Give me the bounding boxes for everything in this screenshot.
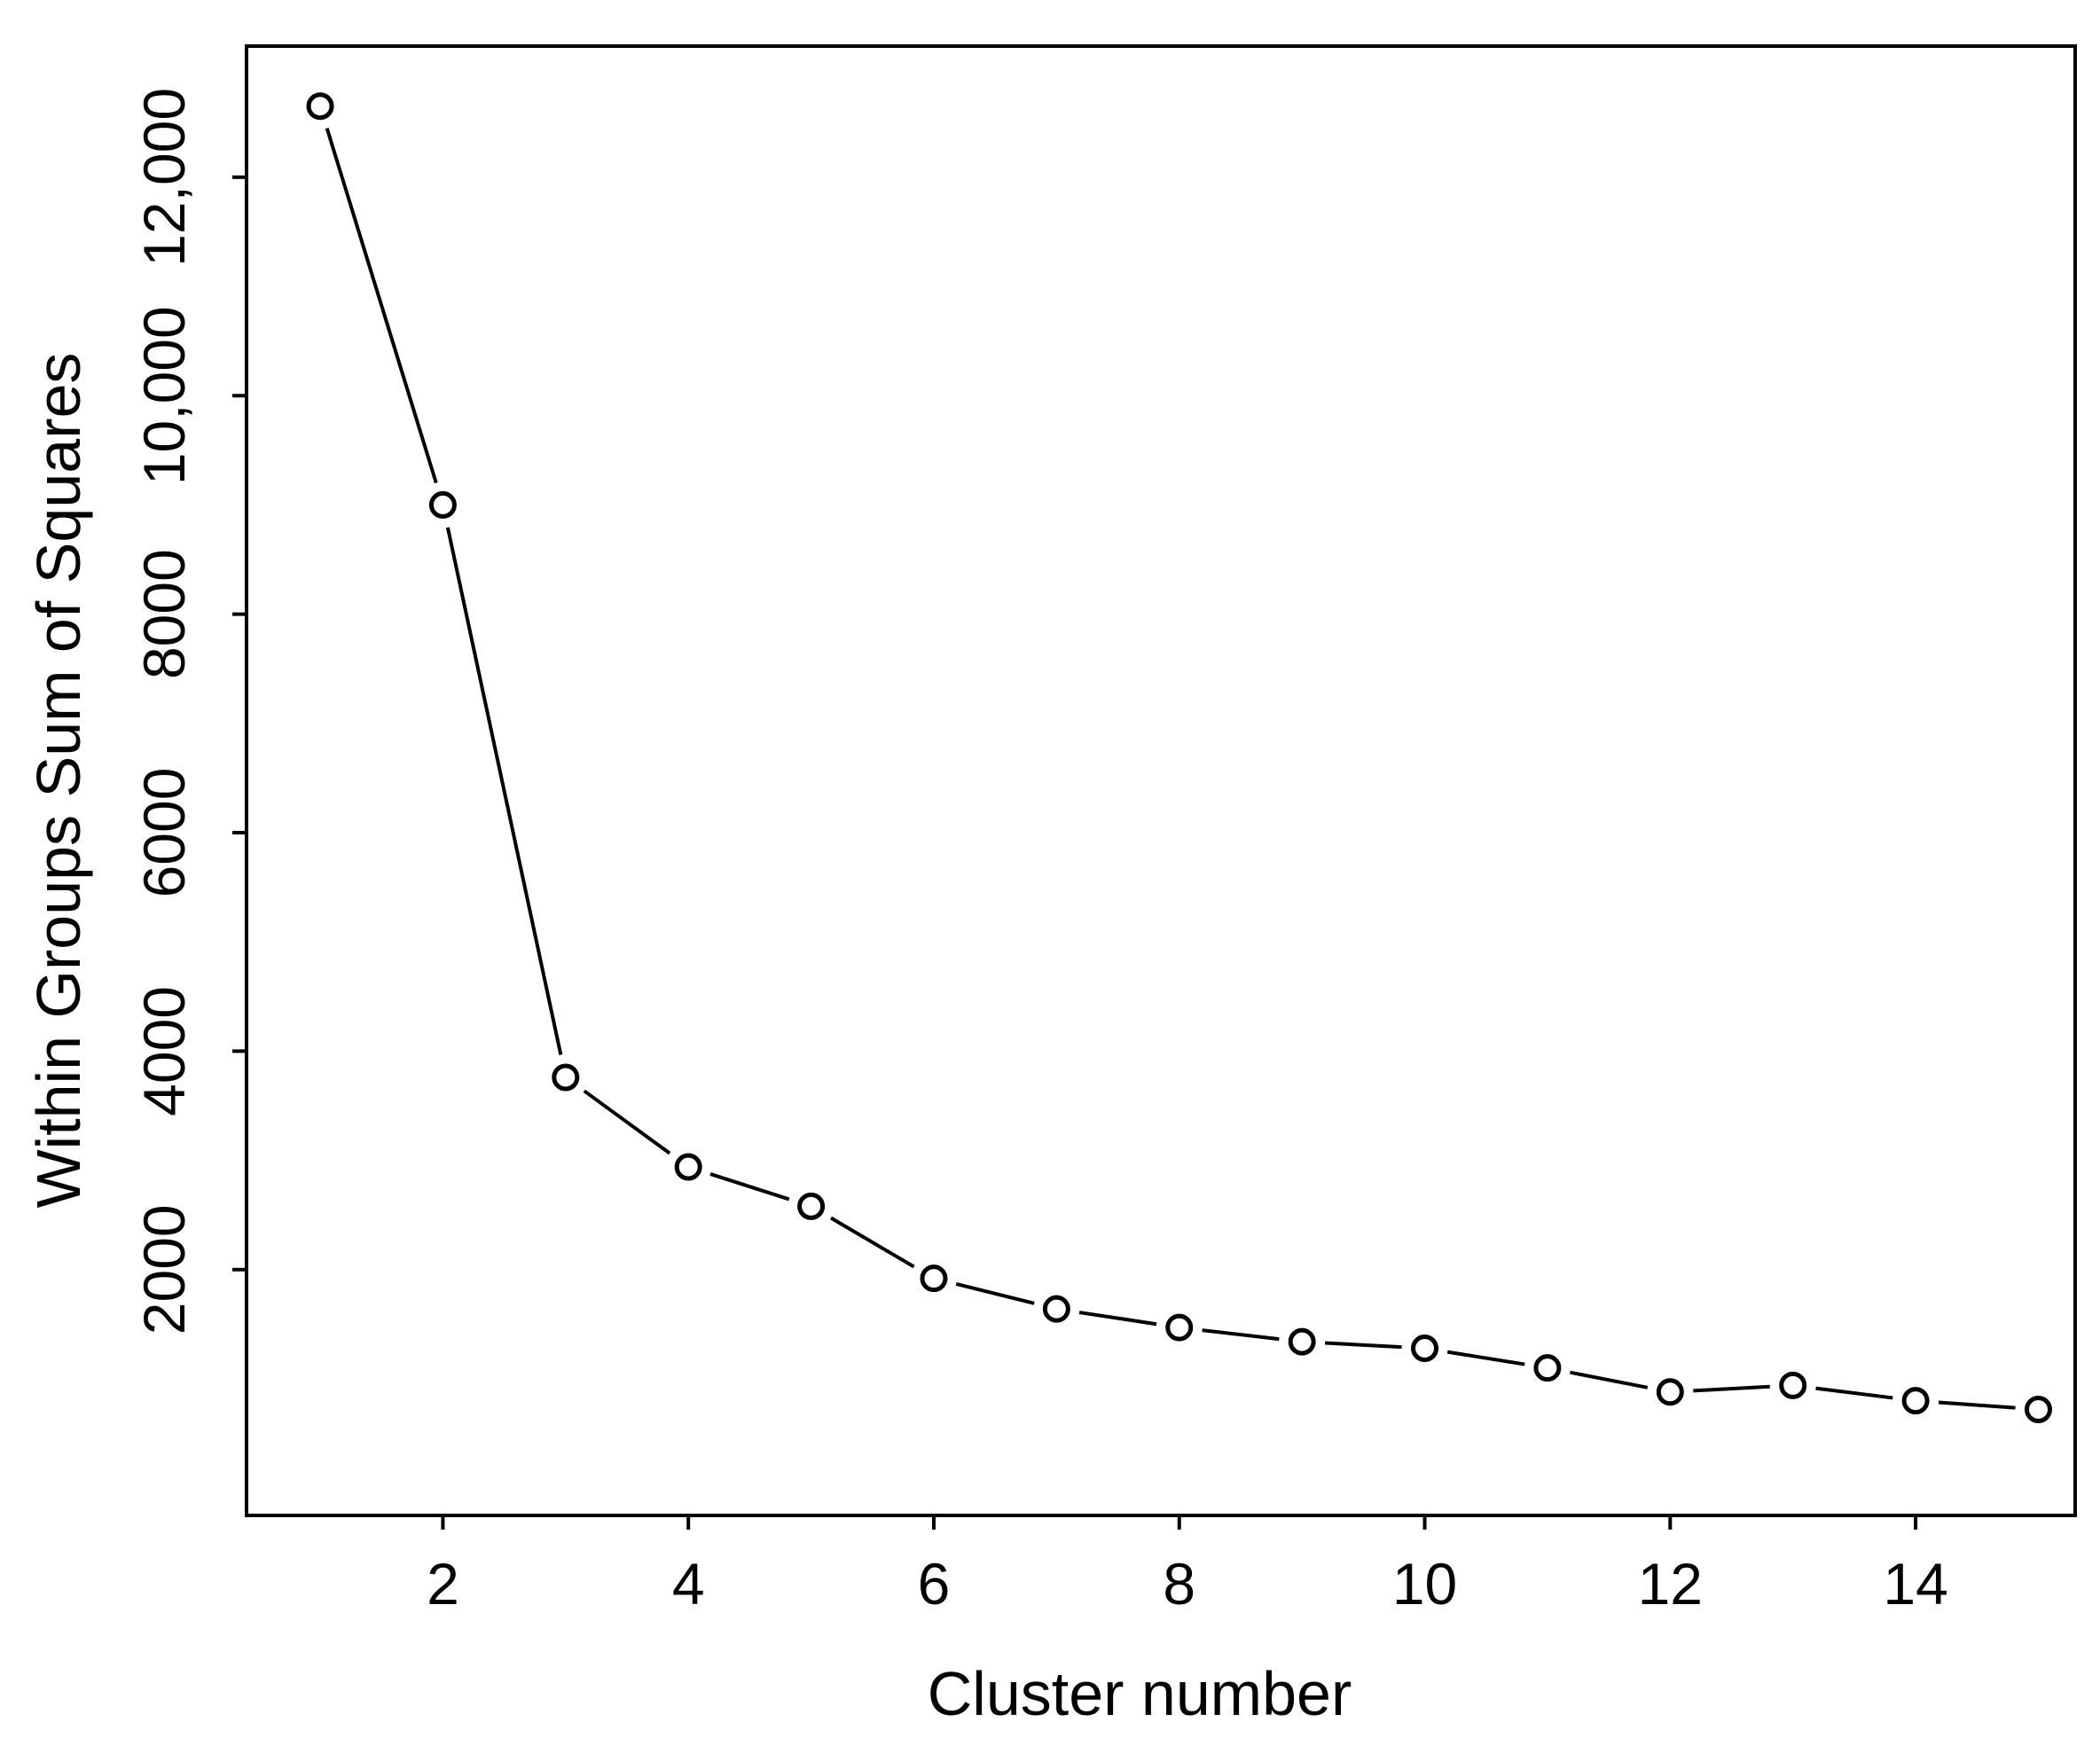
- series-segment: [445, 527, 563, 1055]
- data-point: [1656, 1378, 1684, 1406]
- data-point: [797, 1192, 826, 1220]
- y-tick-label: 4000: [131, 986, 197, 1116]
- x-tick-label: 4: [672, 1551, 705, 1617]
- series-segment: [955, 1282, 1035, 1305]
- x-axis: 2 4 6 8 10 12 14: [427, 1515, 1948, 1617]
- series-segment: [1202, 1328, 1280, 1342]
- series-segment: [325, 128, 438, 484]
- x-axis-title: Cluster number: [928, 1659, 1352, 1728]
- data-point: [1288, 1327, 1316, 1356]
- data-point: [920, 1264, 948, 1293]
- data-point: [428, 490, 457, 519]
- data-point: [1165, 1313, 1194, 1342]
- data-point: [1533, 1354, 1562, 1382]
- y-tick-label: 8000: [131, 549, 197, 679]
- y-axis: 2000 4000 6000 8000 10,000 12,000: [131, 88, 247, 1335]
- series-segment: [1693, 1384, 1770, 1393]
- series-segment: [583, 1089, 671, 1155]
- series-segment: [829, 1216, 915, 1269]
- series-segment: [1570, 1370, 1649, 1390]
- x-tick-label: 12: [1638, 1551, 1703, 1617]
- data-point: [674, 1153, 702, 1181]
- data-point: [552, 1063, 580, 1092]
- data-point: [1779, 1371, 1807, 1399]
- data-point: [1042, 1295, 1070, 1323]
- plot-frame: [245, 44, 2077, 1517]
- x-tick-label: 6: [918, 1551, 951, 1617]
- data-point: [1411, 1335, 1439, 1363]
- y-tick-label: 10,000: [131, 306, 197, 485]
- data-point: [306, 92, 334, 121]
- series-segment: [1938, 1400, 2016, 1410]
- y-axis-title: Within Groups Sum of Squares: [24, 353, 93, 1209]
- x-tick-label: 8: [1163, 1551, 1195, 1617]
- y-tick-label: 6000: [131, 768, 197, 898]
- series-markers: [306, 92, 2052, 1423]
- series-segment: [709, 1172, 790, 1202]
- series-segment: [1325, 1341, 1402, 1350]
- y-tick-label: 12,000: [131, 88, 197, 267]
- series-segment: [1078, 1311, 1157, 1327]
- data-point: [1901, 1387, 1930, 1415]
- series-segment: [1446, 1350, 1525, 1366]
- series-segment: [1815, 1386, 1893, 1400]
- series-line: [325, 128, 2016, 1410]
- data-point: [2024, 1395, 2052, 1423]
- y-tick-label: 2000: [131, 1204, 197, 1335]
- x-tick-label: 2: [427, 1551, 459, 1617]
- x-tick-label: 10: [1392, 1551, 1457, 1617]
- x-tick-label: 14: [1883, 1551, 1947, 1617]
